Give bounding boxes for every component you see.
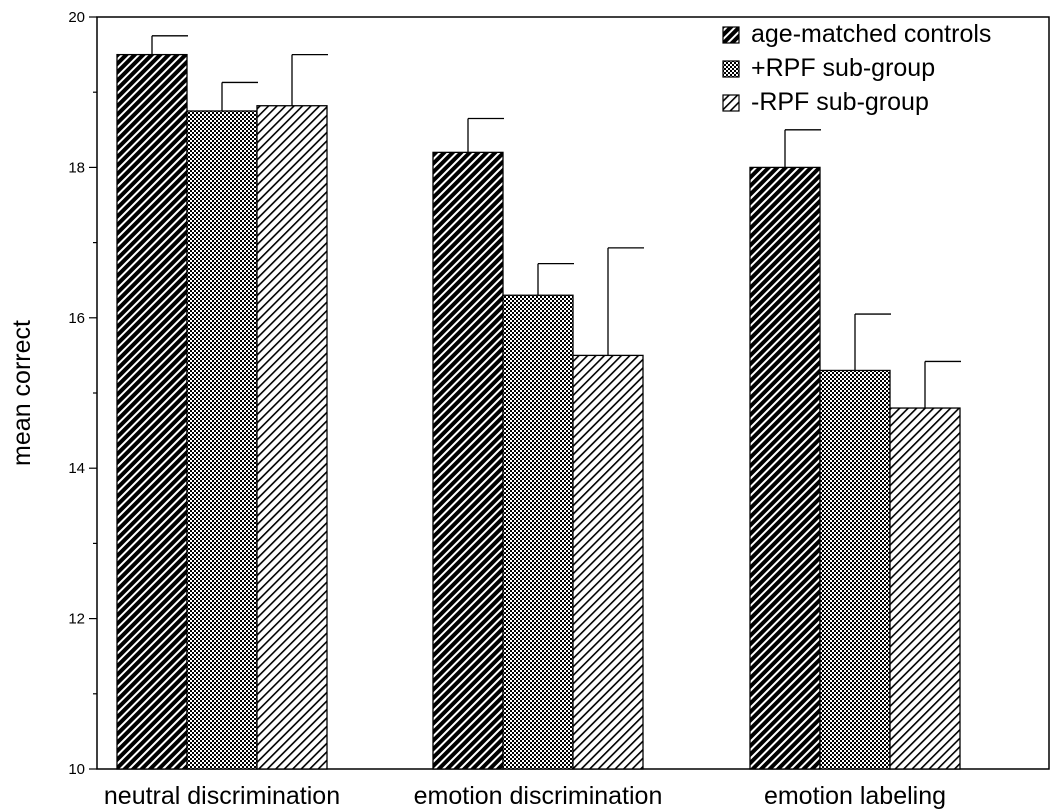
bar-2-3 — [819, 369, 891, 770]
y-tick-label: 18 — [68, 159, 85, 176]
legend-swatch-3 — [722, 94, 740, 112]
legend-label-1: age-matched controls — [751, 20, 991, 48]
y-tick-label: 20 — [68, 9, 85, 26]
bar-1-1 — [116, 53, 188, 770]
bar-3-2 — [572, 354, 644, 770]
error-bars — [151, 35, 961, 409]
category-labels: neutral discrimination emotion discrimina… — [104, 782, 946, 810]
legend-swatch-1 — [722, 26, 740, 44]
bar-1-3 — [749, 166, 821, 770]
y-tick-label: 12 — [68, 611, 85, 628]
bar-3-3 — [889, 407, 961, 770]
y-tick-label: 16 — [68, 310, 85, 327]
legend-swatch-2 — [722, 60, 740, 78]
legend: age-matched controls +RPF sub-group -RPF s… — [722, 20, 991, 116]
y-tick-label: 10 — [68, 761, 85, 778]
legend-label-2: +RPF sub-group — [751, 54, 935, 82]
legend-label-3: -RPF sub-group — [751, 88, 929, 116]
y-ticks: 10 12 14 16 18 20 — [68, 9, 97, 778]
bars — [116, 53, 961, 770]
y-axis-title: mean correct — [8, 320, 36, 466]
x-category-label: neutral discrimination — [104, 782, 340, 810]
bar-2-2 — [502, 294, 574, 770]
bar-3-1 — [256, 105, 328, 770]
bar-1-2 — [432, 151, 504, 770]
x-category-label: emotion discrimination — [414, 782, 663, 810]
x-category-label: emotion labeling — [764, 782, 946, 810]
y-tick-label: 14 — [68, 460, 85, 477]
bar-2-1 — [186, 110, 258, 770]
